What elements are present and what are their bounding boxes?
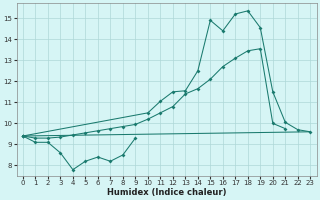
X-axis label: Humidex (Indice chaleur): Humidex (Indice chaleur): [107, 188, 226, 197]
